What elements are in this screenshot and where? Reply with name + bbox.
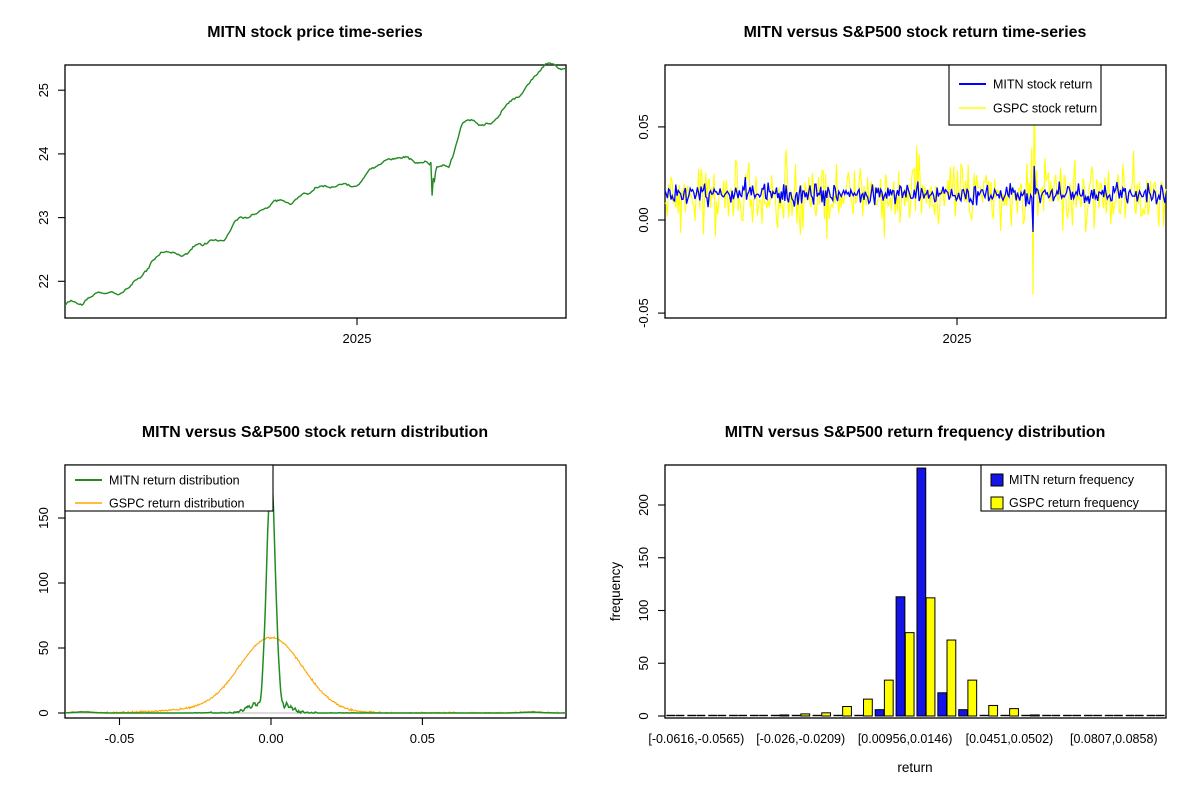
svg-text:MITN return distribution: MITN return distribution xyxy=(109,474,240,488)
svg-text:MITN versus S&P500 return freq: MITN versus S&P500 return frequency dist… xyxy=(725,424,1106,441)
svg-text:-0.05: -0.05 xyxy=(105,731,135,746)
svg-text:24: 24 xyxy=(36,147,51,161)
svg-text:0.05: 0.05 xyxy=(410,731,435,746)
svg-text:GSPC return frequency: GSPC return frequency xyxy=(1009,496,1140,510)
svg-text:0.00: 0.00 xyxy=(636,207,651,232)
svg-text:[0.0451,0.0502): [0.0451,0.0502) xyxy=(966,732,1054,746)
svg-text:0: 0 xyxy=(36,709,51,716)
svg-text:150: 150 xyxy=(636,547,651,569)
svg-text:MITN versus S&P500 stock retur: MITN versus S&P500 stock return distribu… xyxy=(142,424,488,441)
svg-text:25: 25 xyxy=(36,83,51,97)
svg-text:MITN versus S&P500 stock retur: MITN versus S&P500 stock return time-ser… xyxy=(744,24,1087,41)
svg-text:50: 50 xyxy=(636,656,651,670)
svg-text:100: 100 xyxy=(36,572,51,594)
svg-text:200: 200 xyxy=(636,494,651,516)
svg-text:22: 22 xyxy=(36,274,51,288)
svg-text:GSPC return distribution: GSPC return distribution xyxy=(109,497,245,511)
svg-text:-0.05: -0.05 xyxy=(636,298,651,328)
svg-text:[-0.026,-0.0209): [-0.026,-0.0209) xyxy=(756,732,845,746)
svg-text:100: 100 xyxy=(636,600,651,622)
svg-text:23: 23 xyxy=(36,210,51,224)
svg-text:150: 150 xyxy=(36,507,51,529)
svg-text:MITN return frequency: MITN return frequency xyxy=(1009,473,1135,487)
svg-text:[-0.0616,-0.0565): [-0.0616,-0.0565) xyxy=(648,732,744,746)
svg-text:return: return xyxy=(897,760,932,775)
svg-text:[0.0807,0.0858): [0.0807,0.0858) xyxy=(1070,732,1158,746)
svg-text:0.00: 0.00 xyxy=(258,731,283,746)
svg-text:[0.00956,0.0146): [0.00956,0.0146) xyxy=(858,732,953,746)
svg-text:2025: 2025 xyxy=(943,331,972,346)
svg-text:MITN stock return: MITN stock return xyxy=(993,78,1092,92)
svg-text:0: 0 xyxy=(636,712,651,719)
svg-text:0.05: 0.05 xyxy=(636,114,651,139)
svg-text:2025: 2025 xyxy=(343,331,372,346)
svg-text:GSPC stock return: GSPC stock return xyxy=(993,102,1097,116)
svg-text:frequency: frequency xyxy=(608,562,623,622)
svg-text:MITN stock price time-series: MITN stock price time-series xyxy=(207,24,423,41)
svg-text:50: 50 xyxy=(36,641,51,655)
